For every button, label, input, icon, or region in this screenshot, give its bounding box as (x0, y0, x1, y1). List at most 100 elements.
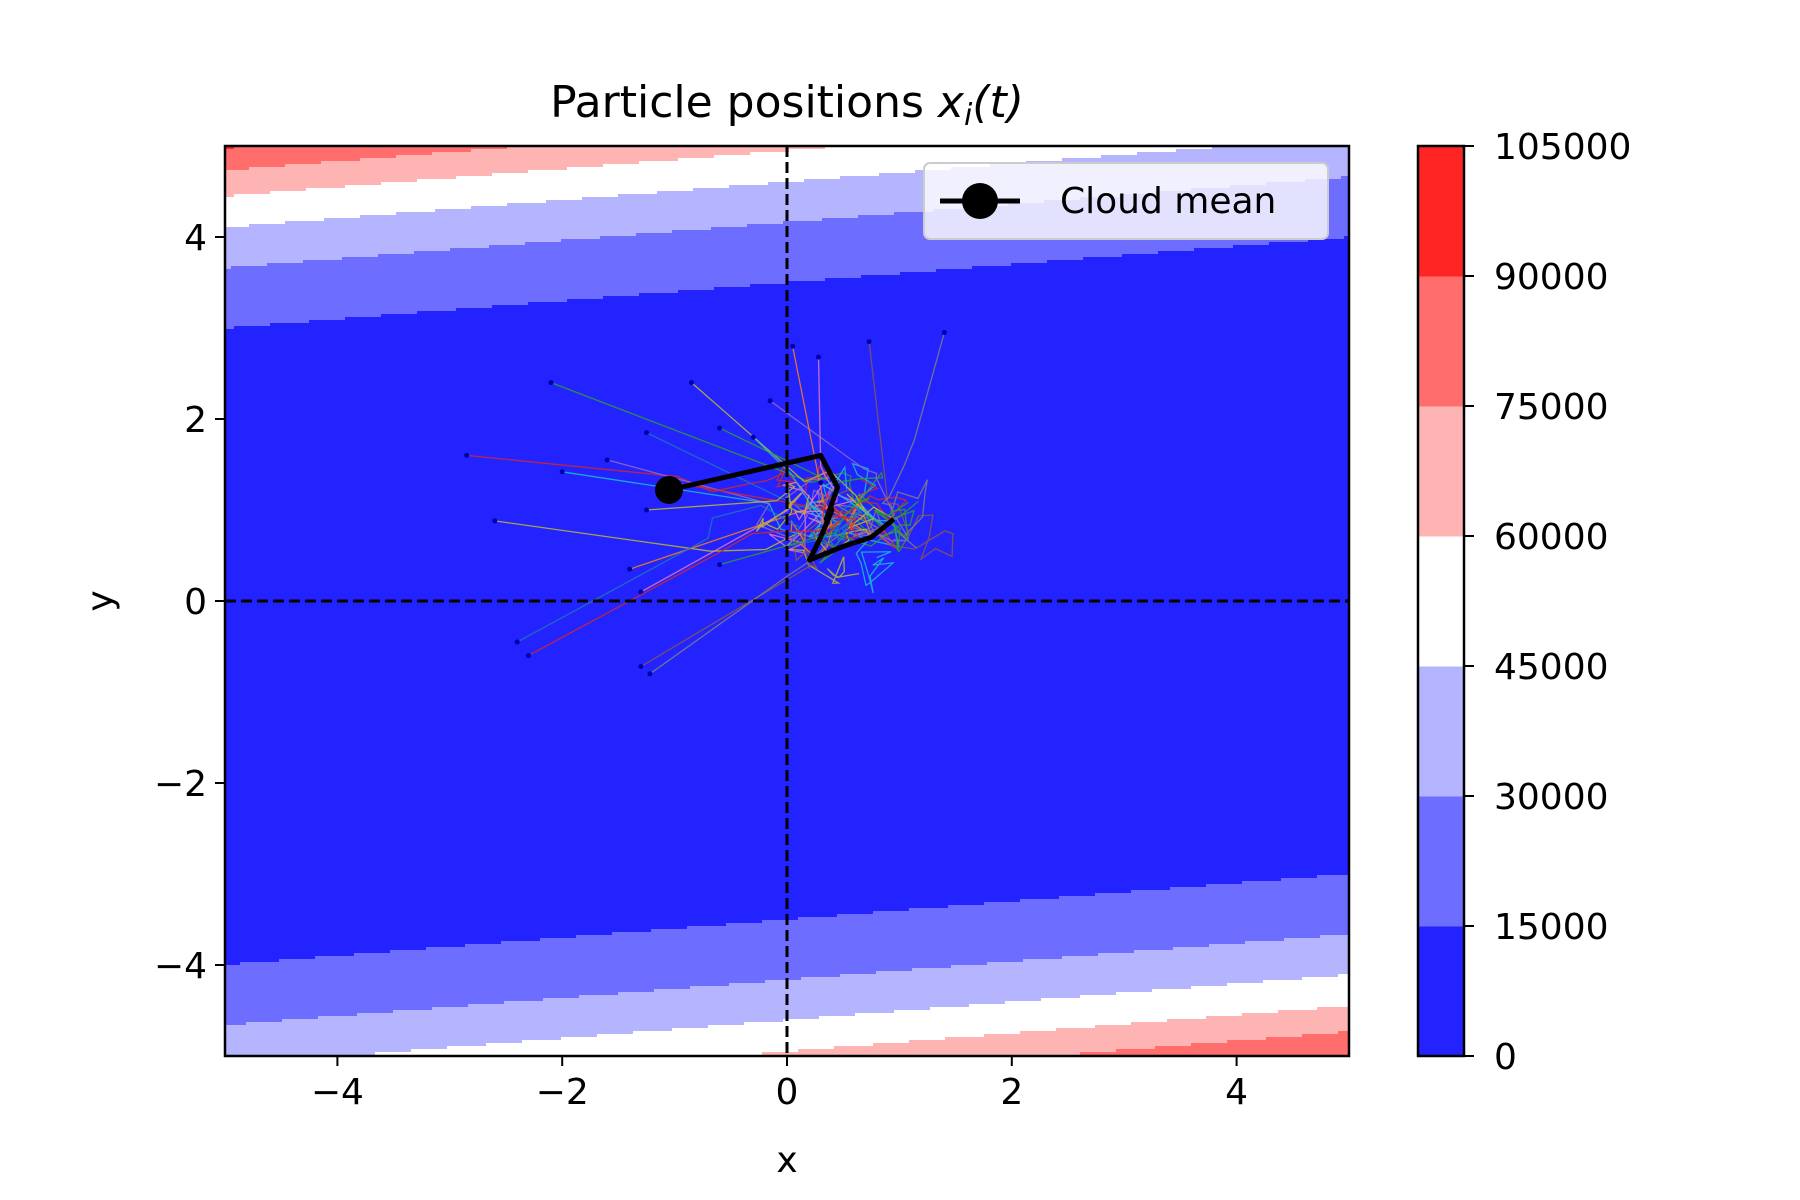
contour-band-cell (759, 1022, 763, 1056)
contour-band-cell (522, 305, 526, 942)
contour-band-cell (1128, 1049, 1132, 1056)
contour-band-cell (456, 209, 460, 249)
contour-band-cell (822, 917, 826, 978)
contour-band-cell (726, 287, 730, 924)
contour-band-cell (402, 1010, 406, 1053)
contour-band-cell (597, 239, 601, 300)
contour-band-cell (558, 302, 562, 939)
contour-band-cell (738, 1025, 742, 1056)
contour-band-cell (996, 1034, 1000, 1056)
contour-band-cell (660, 146, 664, 162)
contour-band-cell (1218, 884, 1222, 945)
contour-band-cell (816, 977, 820, 1020)
contour-band-cell (510, 173, 514, 204)
contour-band-cell (381, 158, 385, 183)
contour-band-cell (648, 1031, 652, 1056)
contour-band-cell (921, 1010, 925, 1041)
contour-band-cell (816, 146, 820, 150)
contour-band-cell (561, 938, 565, 999)
contour-band-cell (1194, 986, 1198, 1020)
contour-band-cell (735, 983, 739, 1026)
contour-band-cell (660, 989, 664, 1032)
contour-band-cell (753, 1022, 757, 1056)
contour-band-cell (1287, 1010, 1291, 1038)
contour-band-cell (315, 188, 319, 222)
contour-band-cell (1011, 962, 1015, 1002)
contour-band-cell (516, 1001, 520, 1044)
contour-band-cell (612, 197, 616, 237)
contour-band-cell (1317, 875, 1321, 939)
contour-band-cell (261, 1022, 265, 1056)
contour-band-cell (876, 1013, 880, 1044)
contour-band-cell (306, 959, 310, 1020)
contour-band-cell (1272, 941, 1276, 981)
contour-band-cell (324, 146, 328, 162)
contour-band-cell (1302, 1034, 1306, 1056)
contour-band-cell (720, 1025, 724, 1056)
contour-band-cell (1068, 896, 1072, 957)
contour-band-cell (1071, 896, 1075, 957)
contour-band-cell (390, 182, 394, 216)
contour-band-cell (990, 1004, 994, 1035)
contour-band-cell (1341, 146, 1345, 177)
contour-band-cell (258, 194, 262, 225)
contour-band-cell (1041, 1031, 1045, 1056)
contour-band-cell (918, 1010, 922, 1041)
particle-start-point (767, 398, 773, 404)
contour-band-cell (912, 968, 916, 1011)
contour-band-cell (300, 146, 304, 165)
contour-band-cell (957, 146, 961, 168)
contour-band-cell (966, 1007, 970, 1038)
contour-band-cell (330, 956, 334, 1017)
contour-band-cell (717, 188, 721, 228)
colorbar-segment (1418, 666, 1464, 797)
contour-band-cell (579, 200, 583, 240)
contour-band-cell (636, 992, 640, 1032)
contour-band-cell (588, 995, 592, 1038)
contour-band-cell (1062, 956, 1066, 999)
contour-band-cell (228, 149, 232, 171)
contour-band-cell (561, 239, 565, 303)
contour-band-cell (918, 908, 922, 969)
contour-band-cell (369, 158, 373, 186)
contour-band-cell (585, 146, 589, 168)
contour-band-cell (1182, 989, 1186, 1020)
contour-band-cell (660, 1031, 664, 1056)
contour-band-cell (381, 953, 385, 1014)
contour-band-cell (1110, 953, 1114, 996)
contour-band-cell (831, 917, 835, 978)
legend-box (923, 162, 1329, 240)
contour-band-cell (948, 905, 952, 969)
contour-band-cell (969, 146, 973, 168)
contour-band-cell (441, 146, 445, 153)
contour-band-cell (819, 146, 823, 150)
contour-band-cell (1197, 1043, 1201, 1056)
contour-band-cell (909, 212, 913, 273)
contour-band-cell (612, 146, 616, 165)
contour-band-cell (1059, 146, 1063, 162)
contour-band-cell (957, 965, 961, 1008)
contour-band-cell (324, 1016, 328, 1056)
contour-band-cell (354, 161, 358, 186)
contour-band-cell (1047, 998, 1051, 1032)
contour-band-cell (351, 146, 355, 162)
contour-band-cell (486, 1004, 490, 1044)
contour-band-cell (561, 302, 565, 939)
contour-band-cell (1014, 1034, 1018, 1056)
contour-band-cell (492, 1043, 496, 1056)
contour-band-cell (1218, 248, 1222, 885)
contour-band-cell (606, 236, 610, 297)
contour-band-cell (417, 146, 421, 156)
contour-band-cell (924, 146, 928, 171)
contour-band-cell (270, 962, 274, 1023)
contour-band-cell (342, 188, 346, 219)
contour-band-cell (753, 923, 757, 984)
contour-band-cell (639, 161, 643, 195)
contour-band-cell (801, 146, 805, 150)
contour-band-cell (1044, 899, 1048, 960)
contour-band-cell (846, 176, 850, 219)
contour-band-cell (939, 968, 943, 1008)
contour-band-cell (906, 1010, 910, 1044)
contour-band-cell (1209, 146, 1213, 150)
contour-band-cell (360, 317, 364, 954)
